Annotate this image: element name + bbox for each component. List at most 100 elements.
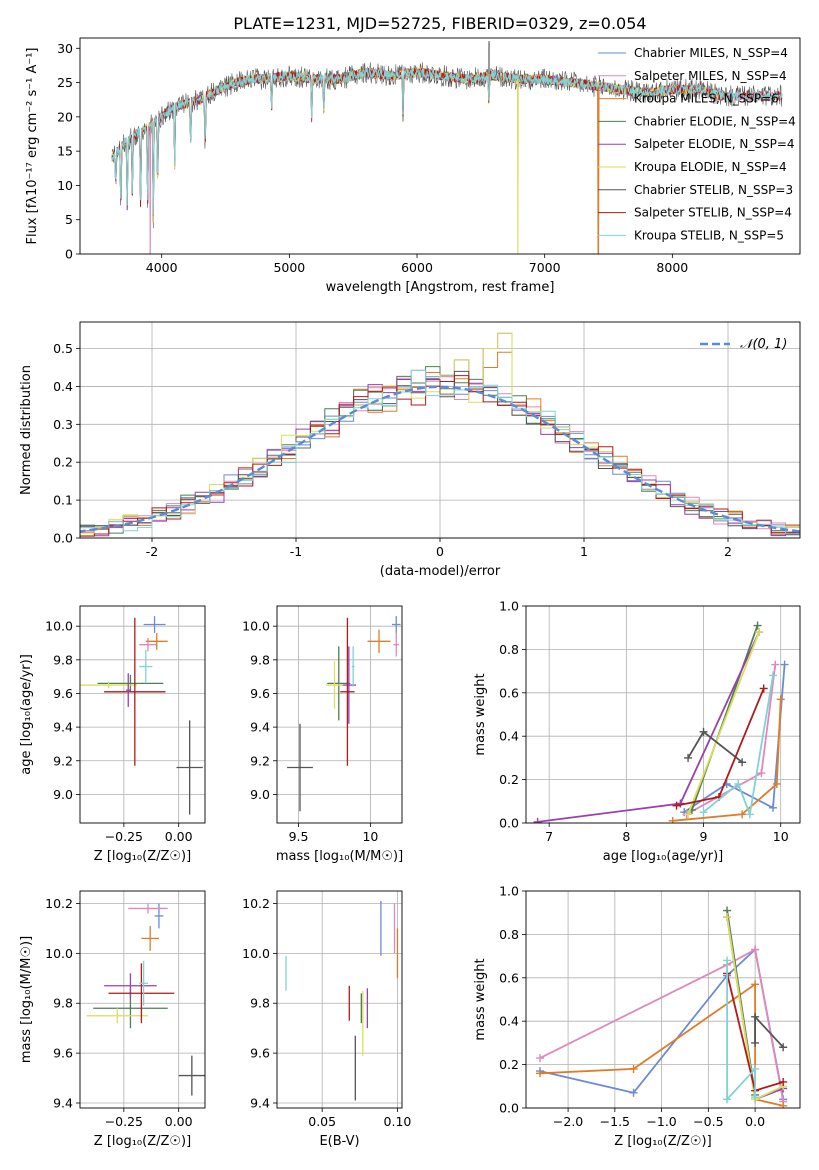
x-axis-label: (data-model)/error: [380, 564, 501, 579]
y-tick-label: 5: [65, 212, 73, 227]
y-tick-label: 0.8: [499, 642, 519, 657]
weight-marker: [699, 808, 708, 817]
legend: 𝒩(0, 1): [700, 337, 787, 352]
legend-label: Kroupa MILES, N_SSP=6: [634, 92, 779, 106]
weight-marker: [751, 1012, 760, 1021]
y-tick-label: 9.0: [53, 787, 73, 802]
axes-frame: [79, 321, 801, 539]
y-tick-label: 0.4: [499, 1014, 519, 1029]
y-tick-label: 0.6: [499, 970, 519, 985]
legend: Chabrier MILES, N_SSP=4 Salpeter MILES, N…: [598, 46, 796, 242]
x-tick-label: 10: [773, 829, 789, 844]
panel-mass-vs-Z: −0.25 0.00 9.4 9.6 9.8 10.0 10.2 Z [log₁₀(Z/Z☉)…: [19, 890, 206, 1149]
x-tick-label: −0.25: [105, 1114, 143, 1129]
spectrum-line-8: [111, 67, 783, 216]
weight-line-8: [702, 675, 774, 818]
y-tick-label: 10.0: [242, 619, 270, 634]
weight-marker: [738, 758, 747, 767]
y-tick-label: 9.8: [250, 652, 270, 667]
x-tick-label: 9: [700, 829, 708, 844]
x-axis-label: E(B-V): [319, 1134, 359, 1149]
plot-area: [536, 906, 788, 1108]
normal-curve: [80, 385, 800, 533]
x-tick-label: 6000: [401, 260, 433, 275]
x-axis-label: Z [log₁₀(Z/Z☉)]: [94, 1134, 191, 1149]
weight-marker: [768, 671, 777, 680]
weight-marker: [684, 810, 693, 819]
weight-marker: [629, 1064, 638, 1073]
y-axis-label: age [log₁₀(age/yr)]: [19, 654, 34, 775]
x-tick-label: 0.00: [165, 1114, 193, 1129]
y-axis-label: Normed distribution: [19, 365, 34, 495]
weight-marker: [776, 695, 785, 704]
x-tick-label: -2: [146, 544, 158, 559]
x-axis-label: Z [log₁₀(Z/Z☉)]: [614, 1134, 711, 1149]
panel-age-vs-Z: −0.25 0.00 9.0 9.2 9.4 9.6 9.8 10.0 Z [log₁₀(Z/Z…: [19, 605, 206, 864]
x-tick-label: 0.00: [165, 829, 193, 844]
y-tick-label: 10.0: [45, 619, 73, 634]
y-tick-label: 15: [57, 144, 73, 159]
legend-label: Kroupa ELODIE, N_SSP=4: [634, 160, 787, 174]
weight-marker: [772, 779, 781, 788]
weight-marker: [723, 956, 732, 965]
y-tick-label: 10: [57, 178, 73, 193]
y-tick-label: 25: [57, 75, 73, 90]
weight-marker: [668, 816, 677, 823]
x-tick-label: 1: [580, 544, 588, 559]
panel-weight-vs-age: 7 8 9 10 0.0 0.2 0.4 0.6 0.8 1.0 age [log₁₀(age/yr…: [473, 599, 801, 864]
plot-area: [86, 903, 205, 1096]
weight-line-2: [672, 699, 782, 822]
y-tick-label: 0.2: [53, 455, 73, 470]
x-tick-label: −0.5: [693, 1114, 723, 1129]
y-axis-label: Flux [fλ10⁻¹⁷ erg cm⁻² s⁻¹ A⁻¹]: [25, 48, 40, 245]
y-tick-label: 9.8: [250, 996, 270, 1011]
y-axis-label: mass weight: [473, 958, 488, 1040]
panel-age-vs-mass: 9.5 10 9.0 9.2 9.4 9.6 9.8 10.0 mass [log₁₀(M/M☉…: [242, 605, 403, 864]
y-axis-label: mass weight: [473, 673, 488, 755]
weight-marker: [779, 1077, 788, 1086]
y-tick-label: 10.0: [242, 946, 270, 961]
weight-marker: [779, 1043, 788, 1052]
weight-marker: [751, 980, 760, 989]
weight-marker: [751, 1038, 760, 1047]
x-tick-label: −0.25: [105, 829, 143, 844]
x-tick-label: 7: [545, 829, 553, 844]
weight-marker: [768, 803, 777, 812]
legend-label: 𝒩(0, 1): [740, 337, 787, 352]
y-tick-label: 0.4: [499, 729, 519, 744]
weight-marker: [751, 1064, 760, 1073]
x-tick-label: 8000: [656, 260, 688, 275]
legend-label: Kroupa STELIB, N_SSP=5: [634, 228, 784, 242]
y-tick-label: 9.8: [53, 996, 73, 1011]
y-tick-label: 9.0: [250, 787, 270, 802]
y-tick-label: 0.8: [499, 927, 519, 942]
y-tick-label: 9.2: [53, 753, 73, 768]
y-tick-label: 0.4: [53, 379, 73, 394]
x-tick-label: -1: [290, 544, 302, 559]
weight-marker: [751, 945, 760, 954]
legend-label: Salpeter STELIB, N_SSP=4: [634, 206, 792, 220]
y-tick-label: 9.6: [250, 686, 270, 701]
y-tick-label: 30: [57, 41, 73, 56]
histogram-3: [80, 366, 800, 536]
x-tick-label: 4000: [146, 260, 178, 275]
plot-area: [285, 900, 399, 1101]
y-tick-label: 10.2: [45, 896, 73, 911]
y-tick-label: 0.0: [53, 531, 73, 546]
axes-frame: [79, 37, 801, 255]
legend-label: Salpeter MILES, N_SSP=4: [634, 69, 787, 83]
axes-frame: [276, 890, 403, 1109]
y-tick-label: 9.4: [53, 720, 73, 735]
weight-marker: [757, 769, 766, 778]
weight-marker: [779, 1101, 788, 1108]
axes-frame: [276, 605, 403, 824]
weight-marker: [771, 660, 780, 669]
weight-marker: [684, 753, 693, 762]
x-tick-label: −1.5: [600, 1114, 630, 1129]
weight-line-8: [726, 960, 756, 1102]
legend-label: Chabrier ELODIE, N_SSP=4: [634, 114, 796, 128]
y-tick-label: 0.0: [499, 816, 519, 831]
weight-marker: [738, 810, 747, 819]
weight-marker: [755, 628, 764, 637]
